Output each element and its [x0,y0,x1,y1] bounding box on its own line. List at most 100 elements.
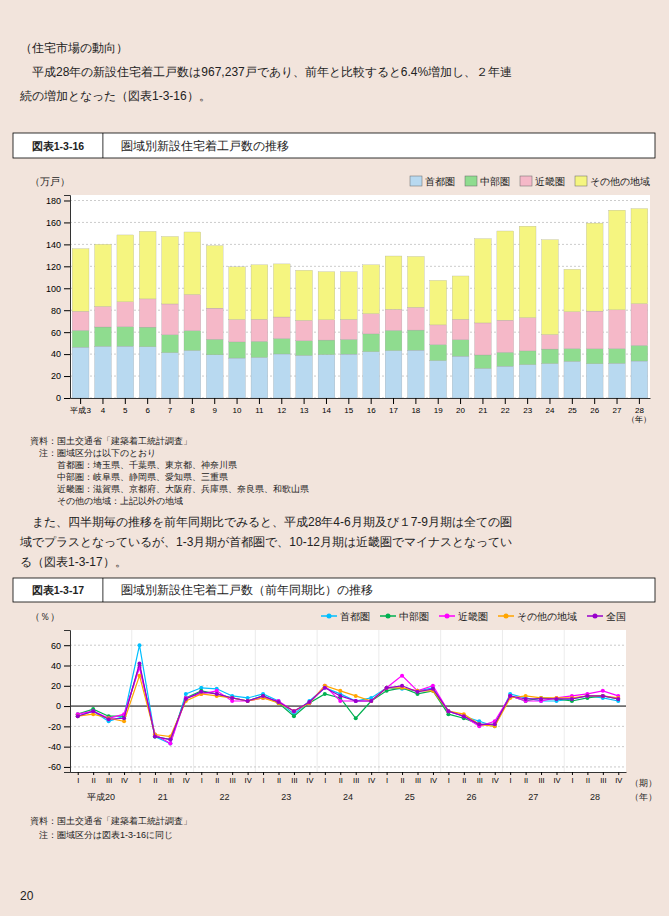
x-tick-mark [356,772,357,775]
x-tick-mark [464,772,465,775]
y-tick: 60 [51,641,70,651]
x-tick-label: I [510,776,512,785]
x-axis: 平成34567891011121314151617181920212223242… [70,398,651,424]
note-text: 資料：国土交通省「建築着工統計調査」 [30,816,192,826]
x-tick-mark [259,398,260,404]
x-tick-label: IV [615,776,622,785]
x-tick-label: I [571,776,573,785]
legend-label: 中部圏 [399,611,429,622]
bar [184,232,201,295]
point [431,687,435,691]
y-tick: 140 [46,240,70,250]
x-tick: II [277,772,281,785]
x-tick: I [201,772,203,785]
y-axis: -60-40-200204060 [48,631,71,773]
x-tick-mark [557,772,558,775]
point [91,709,95,713]
y-tick: 40 [51,661,70,671]
x-tick-mark [639,398,640,404]
bar [229,358,246,398]
axis-line [64,631,71,773]
x-tick: IV [183,772,190,785]
plot-background [70,195,650,398]
x-tick-label: III [415,776,421,785]
point [107,717,111,721]
x-tick: 18 [411,398,420,415]
y-axis-label: （％） [30,611,60,622]
point [199,690,203,694]
title-box-divider [102,578,103,602]
y-tick-label: 160 [46,218,61,228]
point [493,722,497,726]
year-separator [255,630,256,772]
x-tick: III [600,772,606,785]
legend: 首都圏中部圏近畿圏その他の地域全国 [321,611,626,622]
note-text: 注：圏域区分は以下のとおり [30,448,156,458]
bar [363,314,380,334]
x-tick-mark [325,772,326,775]
x-tick-label: 8 [190,406,195,415]
point [292,714,296,718]
point [76,714,80,718]
point [261,694,265,698]
x-tick-mark [80,398,81,404]
x-tick-label: 20 [456,406,465,415]
point [184,697,188,701]
bar [564,312,581,349]
x-tick-label: 25 [568,406,577,415]
bar [564,361,581,398]
line-series [76,661,621,741]
y-tick: 120 [46,262,70,272]
bar [340,354,357,398]
x-tick-mark [125,398,126,404]
legend-item: 近畿圏 [520,176,565,187]
x-tick-label: 4 [101,406,106,415]
bar [95,306,112,327]
bar [542,335,559,349]
x-tick: 19 [434,398,443,415]
y-axis: 020406080100120140160180 [46,196,71,404]
point [138,643,142,647]
bar [206,355,223,398]
x-tick-label: II [92,776,96,785]
legend-label: 首都圏 [340,611,370,622]
y-tick-label: 180 [46,196,61,206]
x-tick-label: 7 [168,406,173,415]
title-box-frame [13,578,655,602]
point [570,697,574,701]
y-tick-mark [64,726,70,727]
x-tick: 17 [389,398,398,415]
x-tick-label: IV [121,776,128,785]
grid-line [70,310,650,311]
point [292,709,296,713]
y-tick-mark [64,747,70,748]
point [570,697,574,701]
x-tick-mark [438,398,439,404]
x-tick-label: 22 [501,406,510,415]
line-series [76,664,621,742]
x-tick-mark [510,772,511,775]
header-text: 平成28年の新設住宅着工戸数は967,237戸であり、前年と比較すると6.4%増… [20,65,512,79]
grid-line [70,266,650,267]
y-tick-mark [64,376,70,377]
line-series [76,643,621,745]
x-tick-label: II [339,776,343,785]
x-tick: I [77,772,79,785]
note-text: 首都圏：埼玉県、千葉県、東京都、神奈川県 [30,460,237,470]
grid [70,200,650,398]
bar [631,304,648,346]
x-tick-mark [214,398,215,404]
bar [497,320,514,352]
x-tick-mark [371,772,372,775]
point [230,696,234,700]
x-tick: III [538,772,544,785]
bar [296,270,313,320]
legend-item: 全国 [587,611,626,622]
bar [296,320,313,340]
bar [430,345,447,361]
y-tick-label: 80 [51,306,61,316]
bar [273,317,290,339]
bar [340,272,357,320]
x-tick-mark [415,398,416,404]
y-tick-mark [64,222,70,223]
